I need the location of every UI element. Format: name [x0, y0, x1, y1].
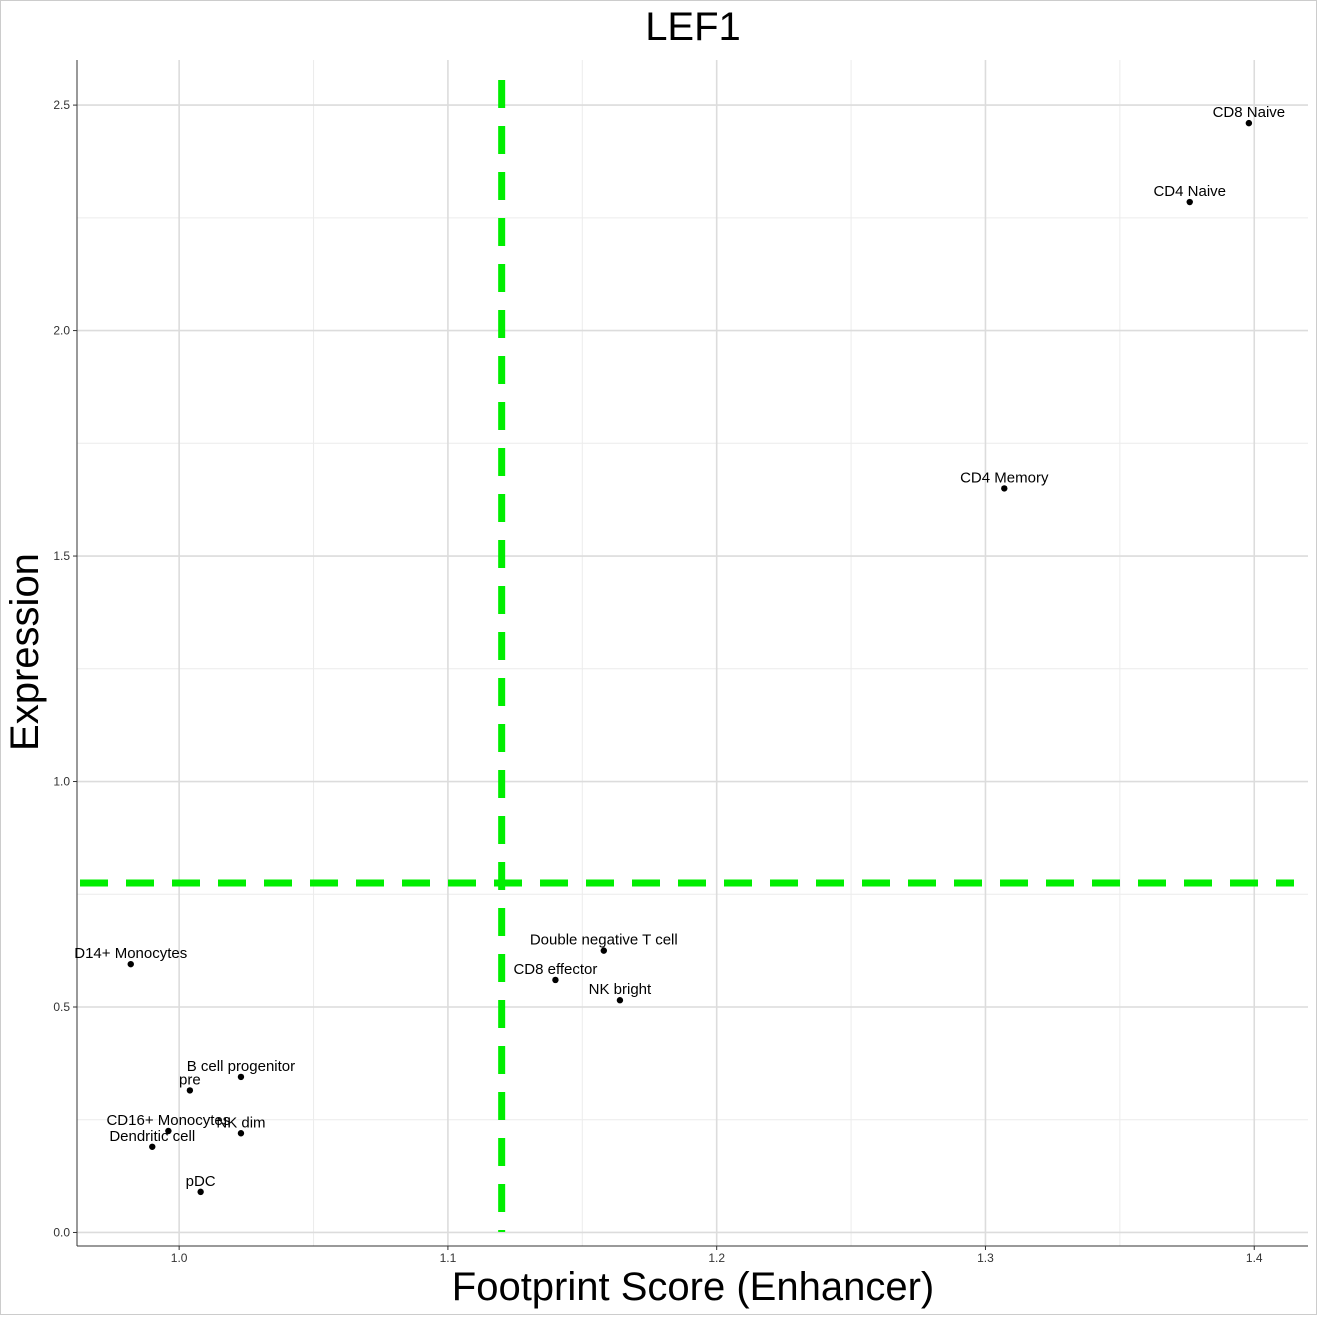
x-axis-ticks: 1.0 1.1 1.2 1.3 1.4: [171, 1246, 1263, 1265]
y-tick-label: 1.5: [53, 549, 70, 563]
y-tick-label: 2.0: [53, 324, 70, 338]
point-labels: CD8 Naive CD4 Naive CD4 Memory Double negat…: [74, 104, 1285, 1190]
data-point: [1001, 485, 1008, 492]
point-label: pDC: [186, 1173, 216, 1190]
y-axis-label: Expression: [3, 553, 47, 751]
minor-gridlines: [77, 60, 1308, 1246]
point-label: CD8 effector: [513, 961, 597, 978]
data-point: [149, 1143, 156, 1150]
x-tick-label: 1.4: [1246, 1251, 1263, 1265]
point-label: CD16+ Monocytes: [106, 1112, 230, 1129]
point-label: NK bright: [589, 981, 652, 998]
data-point: [616, 997, 624, 1004]
data-point: [186, 1087, 194, 1094]
point-label: CD8 Naive: [1213, 104, 1286, 121]
data-point: [237, 1073, 245, 1081]
chart-title: LEF1: [645, 5, 741, 49]
data-points: [127, 119, 1253, 1196]
x-tick-label: 1.0: [171, 1251, 188, 1265]
y-tick-label: 0.0: [53, 1225, 70, 1239]
point-label: pre: [179, 1071, 201, 1088]
x-tick-label: 1.2: [708, 1251, 725, 1265]
point-label: D14+ Monocytes: [74, 945, 187, 962]
y-tick-label: 1.0: [53, 775, 70, 789]
point-label: CD4 Memory: [960, 469, 1049, 486]
point-label: B cell progenitor: [187, 1058, 295, 1075]
x-tick-label: 1.1: [440, 1251, 457, 1265]
major-gridlines: [77, 60, 1308, 1246]
data-point: [1186, 198, 1193, 206]
x-tick-label: 1.3: [977, 1251, 994, 1265]
point-label: Double negative T cell: [530, 932, 678, 949]
point-label: NK dim: [216, 1114, 265, 1131]
data-point: [165, 1127, 172, 1135]
data-point: [600, 947, 608, 954]
data-point: [552, 976, 559, 984]
data-point: [237, 1130, 245, 1137]
x-axis-label: Footprint Score (Enhancer): [452, 1265, 934, 1309]
y-tick-label: 0.5: [53, 1000, 70, 1014]
data-point: [1245, 119, 1253, 127]
y-tick-label: 2.5: [53, 98, 70, 112]
point-label: CD4 Naive: [1153, 183, 1226, 200]
data-point: [127, 960, 134, 968]
point-label: Dendritic cell: [109, 1128, 195, 1145]
y-axis-ticks: 0.0 0.5 1.0 1.5 2.0 2.5: [53, 98, 77, 1239]
data-point: [197, 1188, 204, 1196]
